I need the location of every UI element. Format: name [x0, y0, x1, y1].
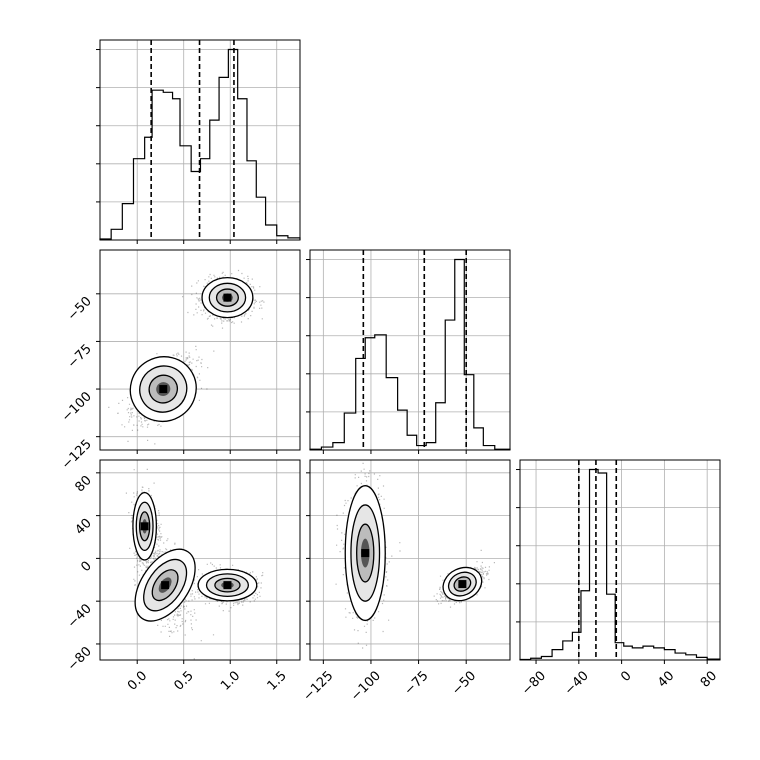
x-tick-label: −50	[449, 668, 479, 698]
density-peak	[223, 581, 232, 590]
panel-border	[309, 459, 511, 661]
histogram-step	[519, 468, 721, 661]
x-tick-label: 0.0	[125, 668, 150, 693]
x-tick-label: 80	[698, 668, 720, 690]
panel-border	[309, 249, 511, 451]
density-peak	[159, 385, 168, 394]
panel-border	[99, 459, 301, 661]
y-tick-label: −80	[65, 644, 95, 674]
y-tick-label: 80	[73, 473, 95, 495]
y-tick-label: −50	[65, 294, 95, 324]
y-tick-label: −40	[65, 601, 95, 631]
y-tick-label: −125	[59, 437, 95, 473]
density-peak	[161, 581, 170, 590]
scatter-panel-1-3: 0.0 0.5 1.0 1.5 −80 −40 0 40 80	[65, 459, 301, 694]
y-tick-label: −100	[59, 389, 95, 425]
histogram-step	[309, 258, 511, 450]
y-tick-label: 0	[78, 559, 94, 575]
scatter-panel-1-2: −125 −100 −75 −50	[59, 249, 301, 473]
x-tick-label: 0	[618, 668, 634, 684]
x-tick-label: −75	[402, 668, 432, 698]
density-peak	[223, 293, 232, 302]
x-tick-label: 40	[655, 668, 677, 690]
x-tick-label: 1.5	[265, 668, 290, 693]
density-peak	[458, 580, 467, 589]
histogram-panel-1	[96, 39, 301, 244]
x-tick-label: 0.5	[172, 668, 197, 693]
panel-border	[519, 459, 721, 661]
density-peak	[140, 522, 149, 531]
histogram-panel-3: −80 −40 0 40 80	[516, 459, 721, 698]
x-tick-label: −40	[562, 668, 592, 698]
x-tick-label: −80	[519, 668, 549, 698]
x-tick-label: −100	[348, 668, 384, 704]
panel-border	[99, 39, 301, 241]
density-peak	[361, 549, 370, 558]
histogram-panel-2	[306, 249, 511, 454]
y-tick-label: 40	[73, 516, 95, 538]
scatter-panel-2-3: −125 −100 −75 −50	[301, 459, 511, 704]
y-tick-label: −75	[65, 342, 95, 372]
x-tick-label: 1.0	[218, 668, 243, 693]
panel-border	[99, 249, 301, 451]
histogram-step	[99, 48, 301, 240]
x-tick-label: −125	[301, 668, 337, 704]
